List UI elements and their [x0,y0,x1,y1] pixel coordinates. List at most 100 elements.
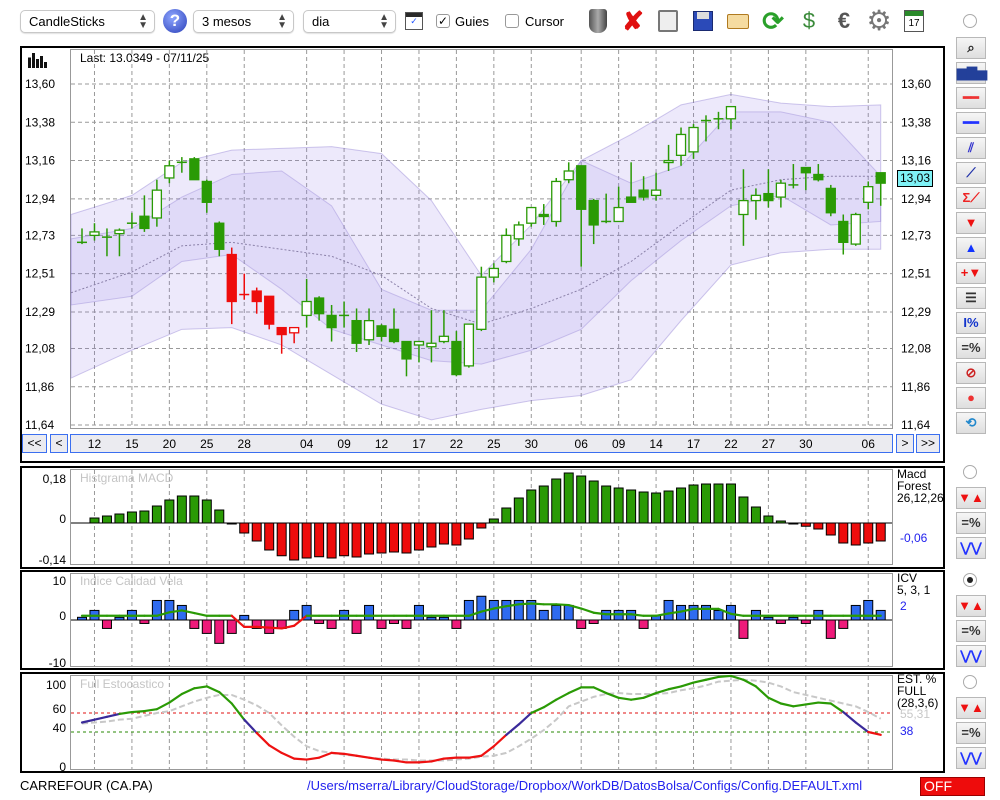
signals-icon: ▼▲ [958,490,984,505]
stochastic-plot-area[interactable] [70,675,893,770]
icv-tick-top: 10 [52,574,66,588]
tool-lines-percent-button[interactable]: =% [956,337,986,359]
stochastic-panel-radio[interactable] [963,675,977,689]
stochastic-crossover-button[interactable]: ⋁⋁ [956,747,986,769]
macd-last-value: -0,06 [900,531,928,545]
lines-percent-icon: =% [961,623,981,638]
tool-buy-signal-button[interactable]: ▲ [956,237,986,259]
macd-crossover-button[interactable]: ⋁⋁ [956,537,986,559]
crossover-icon: ⋁⋁ [960,540,982,555]
crossover-icon: ⋁⋁ [960,648,982,663]
nav-next-button[interactable]: > [896,434,914,453]
currency-icon[interactable]: € [837,8,851,33]
calendar-icon[interactable]: 17 [900,7,928,35]
bar-chart-icon[interactable] [28,53,48,68]
cursor-label: Cursor [525,14,565,29]
icv-legend-1: ICV [897,571,918,585]
open-folder-icon[interactable] [724,7,752,35]
tool-cancel-button[interactable]: ⊘ [956,362,986,384]
zoom-icon: ⌕ [967,40,975,55]
tool-volume-chart-button[interactable]: ▆▇▅ [956,62,987,84]
stoch-legend-3: (28,3,6) [897,696,939,710]
record-icon: ● [967,390,975,405]
chart-type-select[interactable]: CandleSticks ▲ ▼ [20,10,155,33]
config-path-link[interactable]: /Users/mserra/Library/CloudStorage/Dropb… [307,778,863,793]
tool-blue-line-button[interactable]: ━━ [956,112,986,134]
lines-percent-icon: =% [961,515,981,530]
refresh-icon[interactable]: ⟳ [762,6,784,36]
macd-tick-bottom: -0,14 [38,553,66,567]
icv-crossover-button[interactable]: ⋁⋁ [956,645,986,667]
price-plot-area[interactable] [70,49,893,429]
guides-checkbox[interactable]: ✓ [436,14,450,28]
lines-percent-icon: =% [961,725,981,740]
tool-record-button[interactable]: ● [956,387,986,409]
tool-zoom-button[interactable]: ⌕ [956,37,986,59]
add-remove-signals-icon: +▼ [960,265,982,280]
tool-sell-signal-button[interactable]: ▼ [956,212,986,234]
delete-icon[interactable]: ✘ [622,6,644,36]
macd-legend-2: Forest [897,479,932,493]
guides-label: Guies [455,14,489,29]
icv-tick-bottom: -10 [48,656,66,670]
icv-plot-area[interactable] [70,573,893,667]
tool-add-remove-signals-button[interactable]: +▼ [956,262,986,284]
cursor-checkbox[interactable] [505,14,519,28]
stoch-tick-0: 0 [59,760,66,774]
chart-window-icon[interactable]: ✓ [405,12,423,30]
icv-signals-button[interactable]: ▼▲ [956,595,986,617]
period-value: 3 mesos [202,14,252,29]
macd-signals-button[interactable]: ▼▲ [956,487,986,509]
date-axis-scrollbar[interactable] [70,434,893,453]
macd-lines-percent-button[interactable]: =% [956,512,986,534]
stochastic-lines-percent-button[interactable]: =% [956,722,986,744]
icv-lines-percent-button[interactable]: =% [956,620,986,642]
last-price-text: Last: 13.0349 - 07/11/25 [80,51,210,65]
stochastic-title: Full Estocastico [80,677,165,691]
icv-title: Indice Calidad Vela [80,574,183,588]
main-panel-radio[interactable] [963,14,977,28]
help-icon[interactable]: ? [163,9,187,33]
stoch-d-value: 55,31 [900,707,931,721]
tool-channel-button[interactable]: ⫽ [956,137,986,159]
period-select[interactable]: 3 mesos ▲ ▼ [193,10,294,33]
grid-lines-icon: ☰ [965,290,977,305]
update-data-icon[interactable]: $ [802,8,816,33]
cancel-icon: ⊘ [965,365,977,380]
buy-signal-icon: ▲ [964,240,978,255]
settings-icon[interactable]: ⚙ [866,5,892,36]
tool-trend-line-button[interactable]: ⟋ [956,162,986,184]
stoch-tick-100: 100 [45,678,66,692]
nav-last-button[interactable]: >> [916,434,940,453]
nav-first-button[interactable]: << [22,434,47,453]
blue-line-icon: ━━ [963,115,979,130]
chevron-updown-icon: ▲ ▼ [379,12,389,31]
status-off-badge[interactable]: OFF [920,777,985,796]
chart-type-value: CandleSticks [29,14,105,29]
tool-reload-button[interactable]: ⟲ [956,412,986,434]
trash-icon[interactable] [584,7,612,35]
macd-panel-radio[interactable] [963,465,977,479]
interval-select[interactable]: dia ▲ ▼ [303,10,396,33]
stoch-tick-40: 40 [52,721,66,735]
stochastic-signals-button[interactable]: ▼▲ [956,697,986,719]
icv-panel-radio[interactable] [963,573,977,587]
tool-red-line-button[interactable]: ━━ [956,87,986,109]
macd-plot-area[interactable] [70,469,893,565]
nav-prev-button[interactable]: < [50,434,68,453]
tool-sum-trend-line-button[interactable]: Σ⟋ [956,187,986,209]
macd-tick-zero: 0 [59,512,66,526]
tool-grid-lines-button[interactable]: ☰ [956,287,986,309]
channel-icon: ⫽ [968,140,974,155]
calendar-day: 17 [904,10,924,32]
print-icon[interactable] [654,7,682,35]
macd-legend-1: Macd [897,467,927,481]
trend-line-icon: ⟋ [966,165,976,180]
reload-icon: ⟲ [965,415,977,430]
tool-range-percent-button[interactable]: I% [956,312,986,334]
save-icon[interactable] [689,7,717,35]
symbol-label: CARREFOUR (CA.PA) [20,778,153,793]
chevron-updown-icon: ▲ ▼ [277,12,287,31]
interval-value: dia [312,14,330,29]
macd-legend-3: 26,12,26 [897,491,944,505]
